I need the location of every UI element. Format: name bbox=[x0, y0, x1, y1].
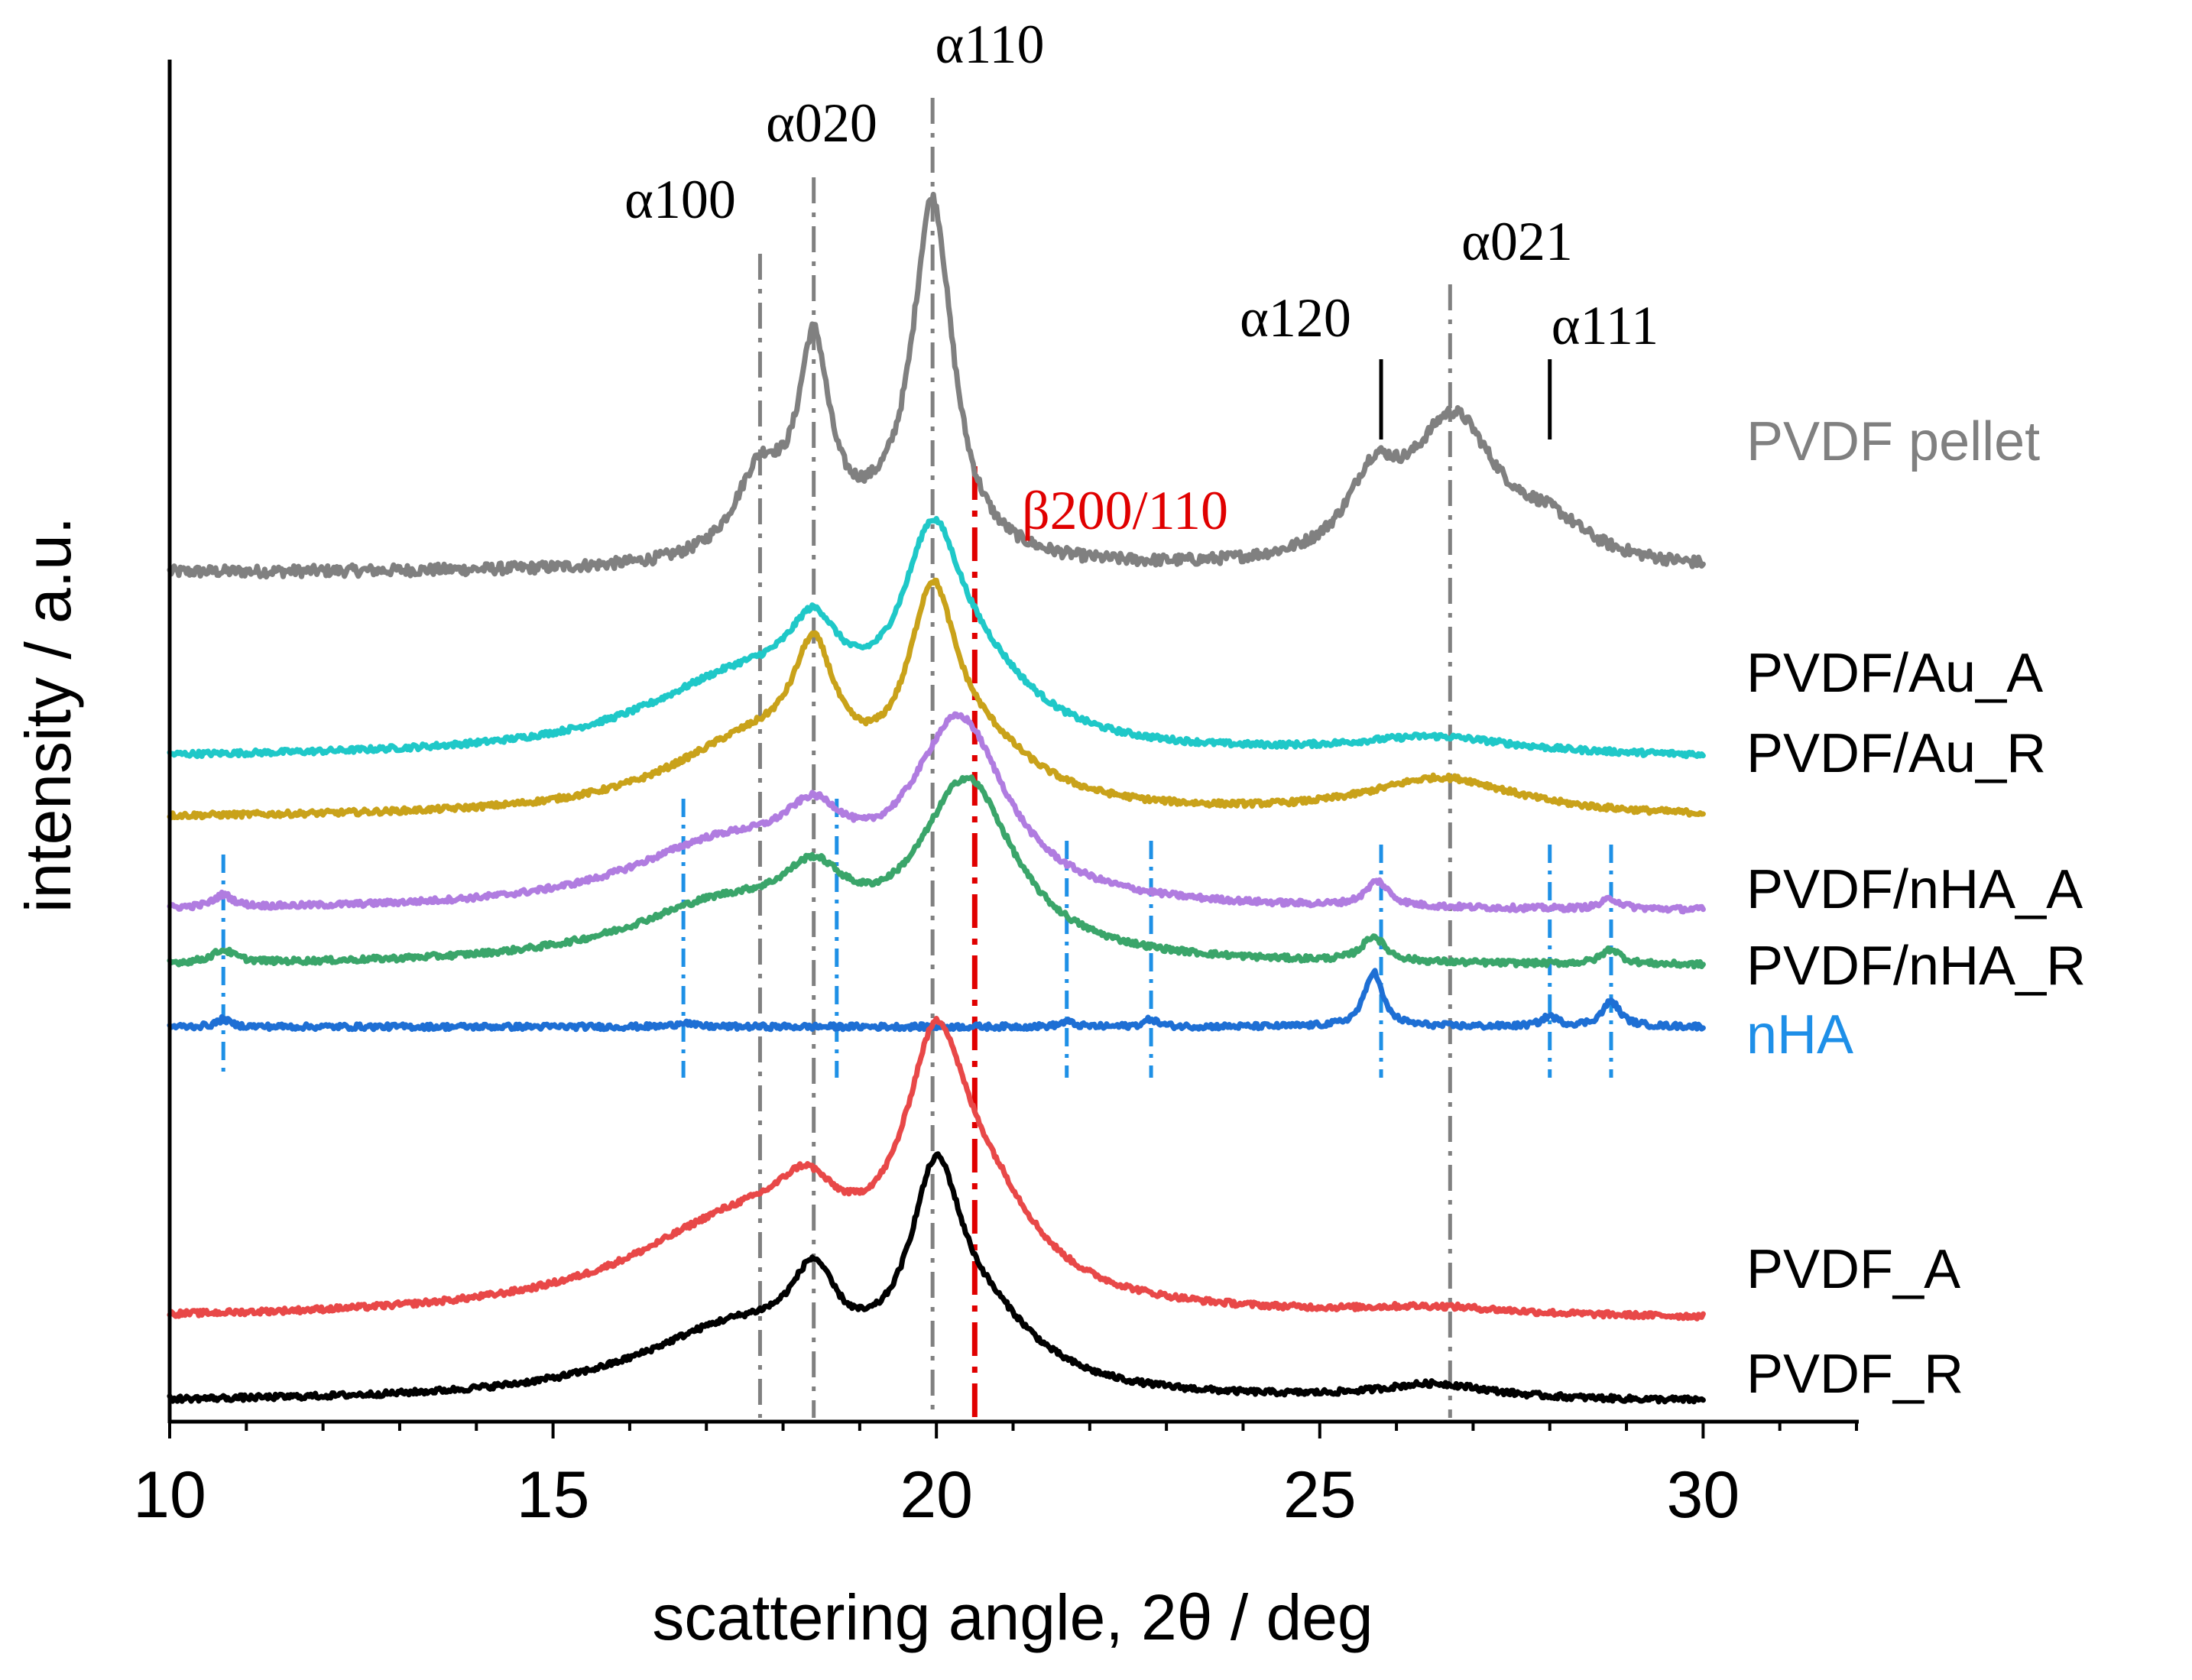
x-tick-label-10: 10 bbox=[133, 1458, 206, 1532]
peak-label-111: α111 bbox=[1552, 295, 1659, 356]
series-label-pvdf-pellet: PVDF pellet bbox=[1746, 411, 2040, 472]
trace-pvdf-nha-r bbox=[167, 774, 1706, 970]
series-label-pvdf-a: PVDF_A bbox=[1746, 1239, 1960, 1300]
axes bbox=[167, 60, 1859, 1438]
y-axis-title: intensity / a.u. bbox=[12, 517, 84, 913]
series-label-pvdf-au-r: PVDF/Au_R bbox=[1746, 723, 2046, 784]
trace-pvdf-au-a bbox=[167, 516, 1706, 760]
x-tick-label-20: 20 bbox=[900, 1458, 973, 1532]
trace-nha bbox=[167, 968, 1706, 1033]
series-labels: PVDF pellet PVDF/Au_A PVDF/Au_R PVDF/nHA_A P… bbox=[1746, 411, 2086, 1405]
reference-lines bbox=[221, 98, 1613, 1418]
peak-label-110: α110 bbox=[935, 14, 1044, 75]
trace-pvdf-a bbox=[167, 1016, 1706, 1322]
x-tick-label-30: 30 bbox=[1667, 1458, 1740, 1532]
series-label-pvdf-r: PVDF_R bbox=[1746, 1344, 1963, 1405]
peak-label-200-110: β200/110 bbox=[1022, 480, 1228, 541]
peak-label-021: α021 bbox=[1461, 211, 1573, 272]
peak-label-100: α100 bbox=[624, 169, 736, 230]
x-tick-label-25: 25 bbox=[1283, 1458, 1357, 1532]
series-label-nha: nHA bbox=[1746, 1004, 1853, 1065]
series-label-pvdf-nha-a: PVDF/nHA_A bbox=[1746, 859, 2083, 920]
trace-pvdf-au-r bbox=[167, 577, 1706, 821]
peak-labels: α100 α020 α110 α021 β200/110 α120 α111 bbox=[624, 14, 1659, 541]
peak-label-120: α120 bbox=[1240, 287, 1351, 349]
trace-pvdf-r bbox=[167, 1151, 1706, 1405]
trace-pvdf-nha-a bbox=[167, 711, 1706, 915]
series-label-pvdf-nha-r: PVDF/nHA_R bbox=[1746, 936, 2086, 997]
trace-pvdf-pellet bbox=[167, 191, 1706, 580]
traces bbox=[167, 191, 1706, 1405]
x-axis-title: scattering angle, 2θ / deg bbox=[652, 1581, 1373, 1653]
series-label-pvdf-au-a: PVDF/Au_A bbox=[1746, 643, 2043, 704]
x-tick-label-15: 15 bbox=[517, 1458, 590, 1532]
peak-label-020: α020 bbox=[766, 92, 877, 154]
tick-labels: 10 15 20 25 30 bbox=[133, 1458, 1740, 1532]
